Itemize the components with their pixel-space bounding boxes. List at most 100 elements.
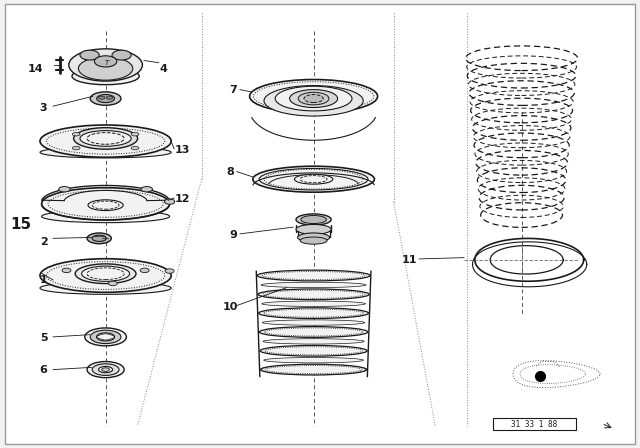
Ellipse shape (74, 128, 138, 149)
Ellipse shape (262, 301, 365, 306)
Ellipse shape (264, 358, 364, 363)
Ellipse shape (261, 364, 367, 375)
Text: 5: 5 (40, 333, 47, 343)
Ellipse shape (131, 146, 139, 150)
Ellipse shape (92, 364, 119, 375)
Ellipse shape (106, 96, 113, 99)
Ellipse shape (259, 168, 368, 190)
Ellipse shape (76, 264, 136, 284)
Ellipse shape (266, 366, 362, 374)
Ellipse shape (48, 190, 163, 217)
Ellipse shape (304, 95, 323, 103)
Ellipse shape (296, 214, 332, 225)
Ellipse shape (264, 86, 364, 116)
Text: 1: 1 (40, 275, 47, 285)
Ellipse shape (253, 82, 374, 111)
Ellipse shape (264, 169, 364, 189)
Ellipse shape (263, 339, 364, 344)
Ellipse shape (99, 96, 105, 99)
Ellipse shape (253, 166, 374, 192)
Text: 14: 14 (28, 65, 43, 74)
Ellipse shape (95, 56, 117, 67)
Ellipse shape (265, 347, 362, 355)
Ellipse shape (108, 281, 117, 286)
Ellipse shape (257, 270, 370, 281)
Ellipse shape (87, 268, 124, 280)
Ellipse shape (69, 49, 143, 81)
Ellipse shape (90, 92, 121, 105)
Text: 9: 9 (230, 230, 237, 240)
Text: 11: 11 (402, 255, 417, 265)
Ellipse shape (264, 328, 363, 336)
Ellipse shape (40, 146, 172, 158)
Ellipse shape (164, 199, 175, 204)
Ellipse shape (290, 90, 338, 108)
Ellipse shape (258, 289, 369, 300)
Ellipse shape (262, 271, 365, 280)
Ellipse shape (296, 224, 332, 234)
Ellipse shape (131, 132, 139, 136)
Ellipse shape (87, 133, 124, 144)
Text: 7: 7 (230, 85, 237, 95)
Text: 6: 6 (40, 365, 47, 375)
Ellipse shape (97, 333, 115, 341)
Ellipse shape (47, 262, 165, 289)
Ellipse shape (40, 125, 172, 157)
Ellipse shape (87, 233, 111, 244)
Ellipse shape (250, 79, 378, 113)
Text: 31 33 1 88: 31 33 1 88 (511, 420, 557, 429)
Ellipse shape (294, 174, 333, 184)
Ellipse shape (87, 362, 124, 378)
Ellipse shape (92, 201, 119, 209)
Bar (493, 418, 576, 430)
Ellipse shape (42, 210, 170, 223)
Ellipse shape (165, 269, 174, 273)
Ellipse shape (72, 132, 80, 136)
Ellipse shape (141, 186, 152, 192)
Ellipse shape (92, 235, 106, 241)
Ellipse shape (298, 92, 329, 105)
Text: T: T (105, 60, 109, 66)
Ellipse shape (72, 68, 140, 85)
Ellipse shape (97, 95, 115, 103)
Text: 12: 12 (175, 194, 190, 204)
Text: 8: 8 (227, 168, 234, 177)
Ellipse shape (260, 345, 367, 356)
Ellipse shape (99, 366, 113, 373)
Text: 4: 4 (159, 65, 167, 74)
Ellipse shape (140, 268, 149, 272)
Ellipse shape (90, 330, 121, 344)
Ellipse shape (264, 309, 364, 317)
Ellipse shape (300, 176, 327, 183)
Ellipse shape (79, 57, 133, 80)
Ellipse shape (42, 188, 170, 220)
Ellipse shape (300, 237, 327, 244)
Ellipse shape (88, 200, 124, 211)
Ellipse shape (259, 327, 368, 337)
Ellipse shape (261, 365, 367, 374)
Ellipse shape (40, 258, 172, 293)
Text: 2: 2 (40, 237, 47, 247)
Ellipse shape (40, 282, 172, 294)
Ellipse shape (298, 233, 330, 242)
Ellipse shape (275, 86, 352, 111)
Ellipse shape (263, 290, 364, 298)
Text: 15: 15 (10, 216, 31, 232)
Ellipse shape (72, 146, 80, 150)
Text: 10: 10 (223, 302, 238, 312)
Ellipse shape (85, 328, 127, 346)
Ellipse shape (82, 266, 130, 281)
Ellipse shape (259, 308, 369, 319)
Text: 13: 13 (175, 145, 190, 155)
Ellipse shape (102, 368, 109, 371)
Ellipse shape (262, 320, 365, 325)
Ellipse shape (59, 186, 70, 192)
Ellipse shape (47, 128, 165, 154)
Text: 3: 3 (40, 103, 47, 112)
Ellipse shape (301, 215, 326, 224)
Ellipse shape (80, 50, 99, 60)
Ellipse shape (261, 282, 366, 288)
Ellipse shape (80, 131, 131, 146)
Ellipse shape (112, 50, 131, 60)
Ellipse shape (62, 268, 71, 272)
